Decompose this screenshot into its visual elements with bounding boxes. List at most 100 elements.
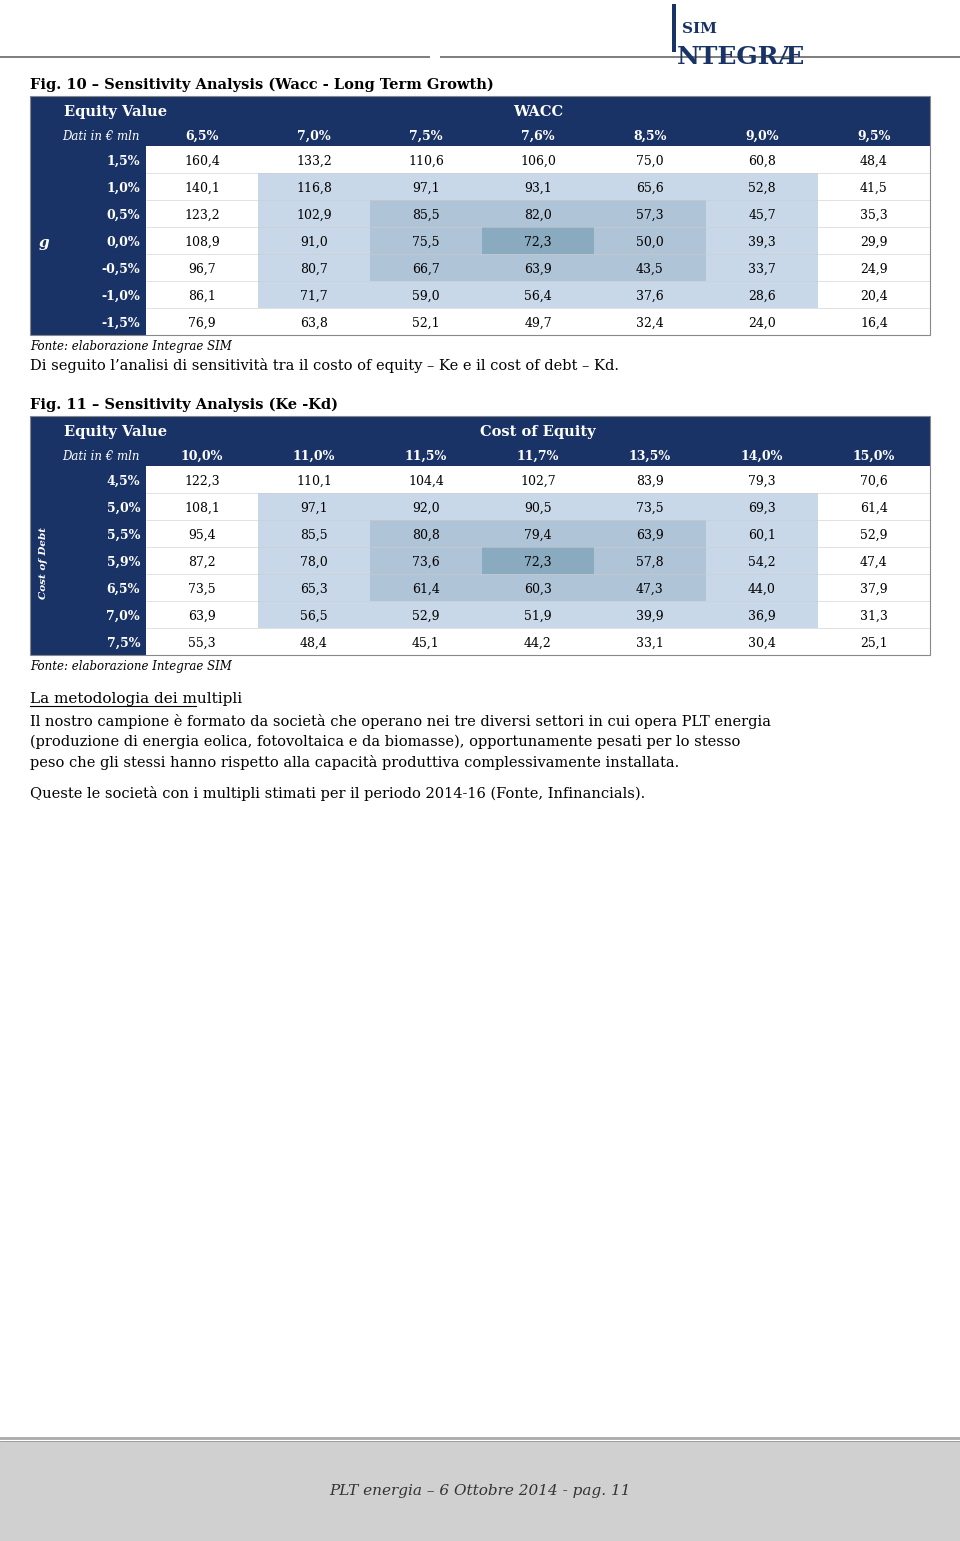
Bar <box>146 601 258 629</box>
Text: 28,6: 28,6 <box>748 290 776 304</box>
Text: 73,5: 73,5 <box>636 502 663 515</box>
Text: 11,0%: 11,0% <box>293 450 335 462</box>
Text: 90,5: 90,5 <box>524 502 552 515</box>
Bar <box>258 280 370 308</box>
Text: 56,5: 56,5 <box>300 610 327 623</box>
Text: 35,3: 35,3 <box>860 210 888 222</box>
Text: 93,1: 93,1 <box>524 182 552 196</box>
Bar <box>146 254 930 280</box>
Bar <box>706 493 818 519</box>
Text: 102,9: 102,9 <box>297 210 332 222</box>
Bar <box>482 547 594 573</box>
Text: 66,7: 66,7 <box>412 264 440 276</box>
Text: 123,2: 123,2 <box>184 210 220 222</box>
Text: 9,0%: 9,0% <box>745 129 779 143</box>
Text: -0,5%: -0,5% <box>102 264 140 276</box>
Text: 71,7: 71,7 <box>300 290 327 304</box>
Text: 11,7%: 11,7% <box>516 450 559 462</box>
Bar <box>818 146 930 173</box>
Bar <box>594 519 706 547</box>
Bar <box>818 280 930 308</box>
Bar <box>370 629 482 655</box>
Text: 97,1: 97,1 <box>412 182 440 196</box>
Bar <box>594 573 706 601</box>
Text: 85,5: 85,5 <box>300 529 327 542</box>
Bar <box>258 227 370 254</box>
Bar <box>258 200 370 227</box>
Bar <box>146 227 930 254</box>
Bar <box>672 5 676 52</box>
Text: 75,5: 75,5 <box>412 236 440 250</box>
Text: 33,7: 33,7 <box>748 264 776 276</box>
Text: 57,8: 57,8 <box>636 556 663 569</box>
Text: 55,3: 55,3 <box>188 636 216 650</box>
Text: 73,5: 73,5 <box>188 582 216 596</box>
Text: 45,1: 45,1 <box>412 636 440 650</box>
Text: 5,9%: 5,9% <box>107 556 140 569</box>
Bar <box>594 465 706 493</box>
Bar <box>482 200 594 227</box>
Bar <box>146 601 930 629</box>
Bar <box>146 519 930 547</box>
Text: 49,7: 49,7 <box>524 317 552 330</box>
Bar <box>146 573 258 601</box>
Bar <box>370 254 482 280</box>
Text: Queste le società con i multipli stimati per il periodo 2014-16 (Fonte, Infinanc: Queste le società con i multipli stimati… <box>30 786 645 801</box>
Text: Il nostro campione è formato da società che operano nei tre diversi settori in c: Il nostro campione è formato da società … <box>30 713 771 770</box>
Bar <box>146 254 258 280</box>
Bar <box>146 465 930 493</box>
Bar <box>146 146 930 173</box>
Bar <box>818 227 930 254</box>
Bar <box>482 173 594 200</box>
Bar <box>146 465 258 493</box>
Text: 83,9: 83,9 <box>636 475 664 488</box>
Bar <box>146 547 930 573</box>
Text: 52,1: 52,1 <box>412 317 440 330</box>
Bar <box>258 601 370 629</box>
Bar <box>30 96 930 334</box>
Bar <box>30 442 930 465</box>
Bar <box>58 573 146 601</box>
Bar <box>146 280 258 308</box>
Bar <box>706 547 818 573</box>
Text: 24,0: 24,0 <box>748 317 776 330</box>
Bar <box>594 547 706 573</box>
Bar <box>482 519 594 547</box>
Bar <box>482 227 594 254</box>
Text: 7,0%: 7,0% <box>107 610 140 623</box>
Text: 72,3: 72,3 <box>524 556 552 569</box>
Bar <box>146 519 258 547</box>
Bar <box>58 146 146 173</box>
Bar <box>482 465 594 493</box>
Text: 6,5%: 6,5% <box>185 129 219 143</box>
Text: 87,2: 87,2 <box>188 556 216 569</box>
Text: 44,2: 44,2 <box>524 636 552 650</box>
Text: 56,4: 56,4 <box>524 290 552 304</box>
Text: 85,5: 85,5 <box>412 210 440 222</box>
Bar <box>58 308 146 334</box>
Text: 60,1: 60,1 <box>748 529 776 542</box>
Text: 43,5: 43,5 <box>636 264 664 276</box>
Text: 122,3: 122,3 <box>184 475 220 488</box>
Bar <box>146 146 258 173</box>
Bar <box>706 254 818 280</box>
Text: 52,9: 52,9 <box>860 529 888 542</box>
Text: 73,6: 73,6 <box>412 556 440 569</box>
Bar <box>146 173 258 200</box>
Bar <box>706 173 818 200</box>
Bar <box>258 254 370 280</box>
Text: 75,0: 75,0 <box>636 156 663 168</box>
Bar <box>146 547 258 573</box>
Bar <box>706 465 818 493</box>
Text: Cost of Debt: Cost of Debt <box>39 527 49 598</box>
Text: 91,0: 91,0 <box>300 236 328 250</box>
Text: 79,4: 79,4 <box>524 529 552 542</box>
Text: 102,7: 102,7 <box>520 475 556 488</box>
Bar <box>146 629 258 655</box>
Text: 97,1: 97,1 <box>300 502 327 515</box>
Bar <box>482 254 594 280</box>
Text: SIM: SIM <box>682 22 717 35</box>
Text: Cost of Equity: Cost of Equity <box>480 424 596 439</box>
Text: Dati in € mln: Dati in € mln <box>62 450 139 462</box>
Text: 86,1: 86,1 <box>188 290 216 304</box>
